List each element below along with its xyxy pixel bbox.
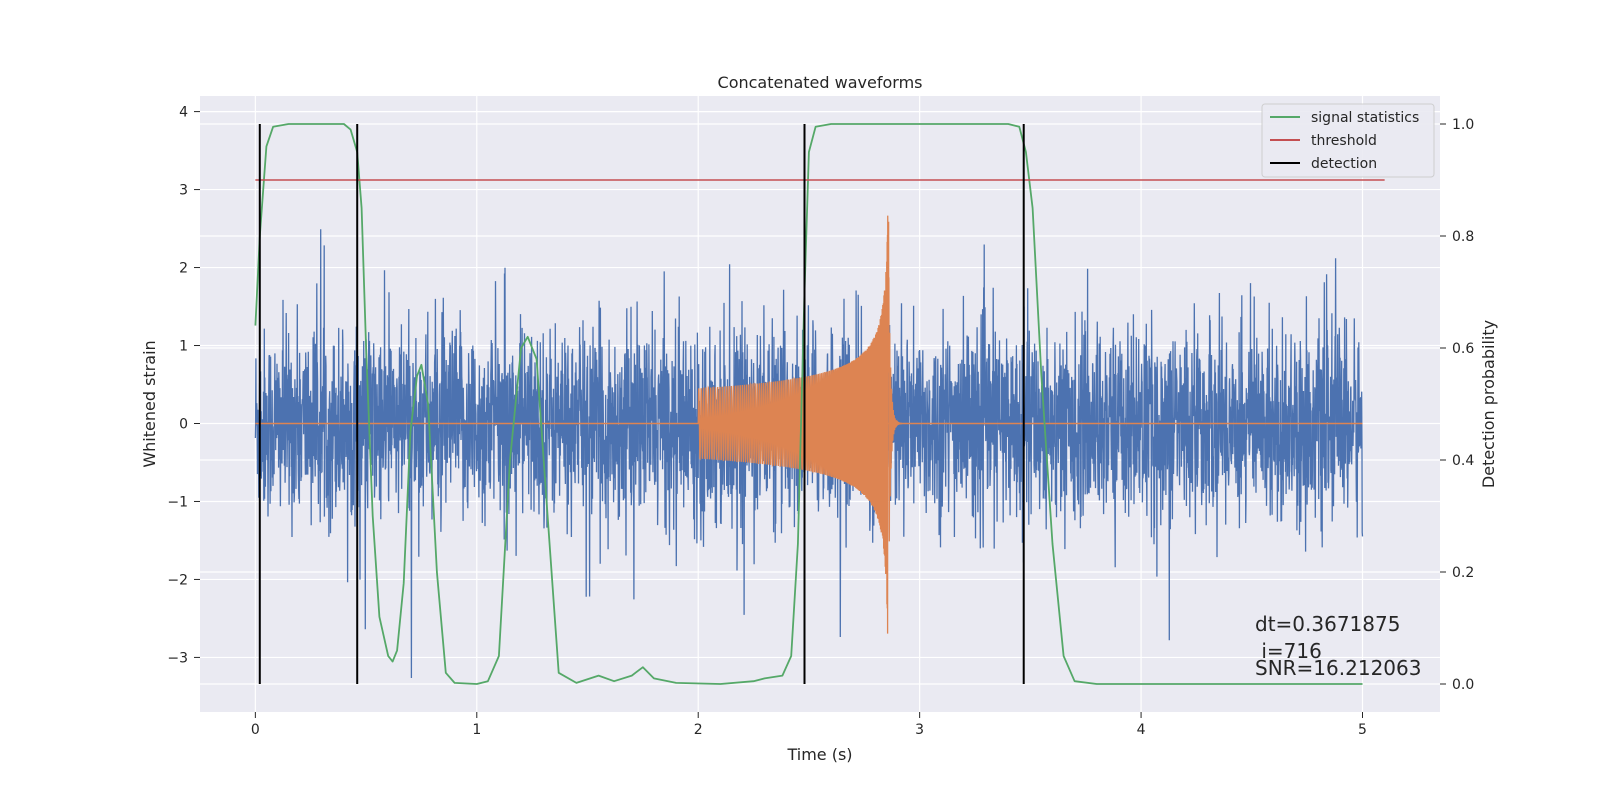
y-tick-label: −1 [167,494,188,510]
legend-label-signal-statistics: signal statistics [1311,110,1419,126]
series-detection [258,124,1025,684]
x-axis-label: Time (s) [786,745,852,764]
chirp-template-line [697,215,903,634]
y2-tick-label: 1.0 [1452,117,1474,133]
x-tick-label: 1 [472,722,481,738]
y-tick-label: 0 [179,416,188,432]
chart-title: Concatenated waveforms [718,73,923,92]
y-tick-label: −2 [167,572,188,588]
legend-label-threshold: threshold [1311,133,1377,149]
y-tick-label: 3 [179,183,188,199]
annotation-snr: SNR=16.212063 [1255,656,1421,680]
series-signal-statistics [254,123,1363,685]
annotation-index: i=716 [1255,639,1322,663]
y2-tick-label: 0.4 [1452,453,1474,469]
y2-tick-label: 0.6 [1452,341,1474,357]
y2-tick-label: 0.8 [1452,229,1474,245]
legend-box [1261,103,1435,178]
series-chirp-template [255,215,1363,634]
axis-ticks: 0 1 2 3 4 5 4 3 2 1 0 −1 −2 −3 1.0 0.8 0.6 0.4 0.2 0.0 [167,105,1474,738]
series-noise [254,229,1364,679]
noise-strain-line [254,229,1364,679]
x-tick-label: 3 [915,722,924,738]
legend-label-detection: detection [1311,156,1377,172]
x-tick-label: 5 [1358,722,1367,738]
y-tick-label: 2 [179,261,188,277]
x-tick-label: 0 [251,722,260,738]
x-tick-label: 4 [1137,722,1146,738]
annotation-dt: dt=0.3671875 [1255,612,1400,636]
signal-statistics-line [254,123,1363,685]
y2-axis-label: Detection probability [1479,320,1498,488]
y-tick-label: −3 [167,650,188,666]
x-tick-label: 2 [694,722,703,738]
y2-tick-label: 0.0 [1452,677,1474,693]
y2-tick-label: 0.2 [1452,565,1474,581]
y-tick-label: 1 [179,339,188,355]
y-axis-label: Whitened strain [140,340,159,467]
y-tick-label: 4 [179,105,188,121]
legend: signal statistics threshold detection [1261,103,1435,178]
